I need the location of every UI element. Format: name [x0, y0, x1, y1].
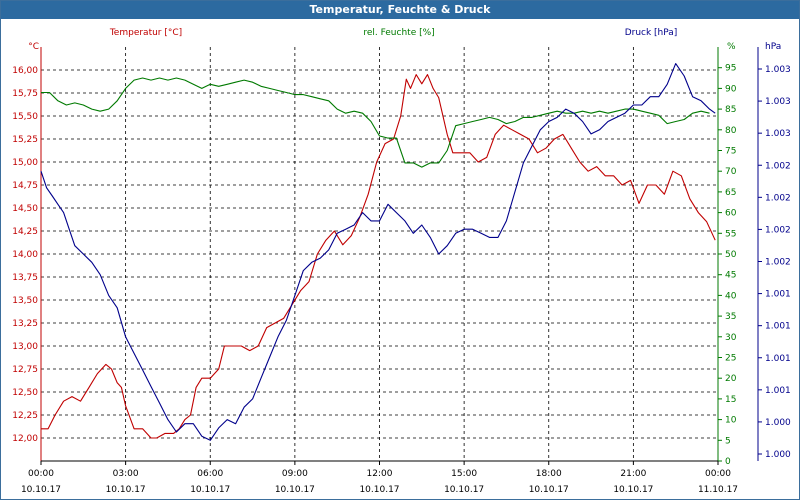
- x-tick-date: 10.10.17: [529, 485, 569, 495]
- pressure-tick-label: 1.003: [765, 65, 791, 75]
- x-tick-time: 06:00: [197, 469, 223, 479]
- humidity-tick-label: 35: [725, 312, 736, 322]
- humidity-tick-label: 55: [725, 229, 736, 239]
- humidity-unit: %: [727, 42, 736, 52]
- x-tick-time: 21:00: [620, 469, 646, 479]
- x-tick-time: 15:00: [451, 469, 477, 479]
- temperature-tick-label: 12,25: [12, 411, 38, 421]
- temperature-tick-label: 13,25: [12, 319, 38, 329]
- x-tick-date: 10.10.17: [444, 485, 484, 495]
- humidity-tick-label: 45: [725, 271, 736, 281]
- x-tick-time: 03:00: [113, 469, 139, 479]
- temperature-line: [41, 74, 716, 439]
- humidity-tick-label: 20: [725, 374, 737, 384]
- humidity-tick-label: 65: [725, 188, 736, 198]
- chart-title: Temperatur, Feuchte & Druck: [1, 1, 799, 19]
- temperature-tick-label: 14,00: [12, 250, 38, 260]
- humidity-tick-label: 30: [725, 333, 737, 343]
- x-tick-time: 12:00: [367, 469, 393, 479]
- pressure-tick-label: 1.002: [765, 161, 791, 171]
- pressure-tick-label: 1.001: [765, 386, 791, 396]
- pressure-tick-label: 1.003: [765, 97, 791, 107]
- pressure-tick-label: 1.001: [765, 290, 791, 300]
- temperature-unit: °C: [28, 42, 39, 52]
- humidity-legend: rel. Feuchte [%]: [363, 28, 434, 38]
- pressure-tick-label: 1.002: [765, 193, 791, 203]
- temperature-tick-label: 14,75: [12, 181, 38, 191]
- x-tick-date: 11.10.17: [698, 485, 738, 495]
- pressure-tick-label: 1.002: [765, 225, 791, 235]
- pressure-legend: Druck [hPa]: [625, 28, 678, 38]
- pressure-tick-label: 1.003: [765, 129, 791, 139]
- x-tick-time: 09:00: [282, 469, 308, 479]
- temperature-tick-label: 13,50: [12, 296, 38, 306]
- pressure-tick-label: 1.001: [765, 322, 791, 332]
- humidity-tick-label: 10: [725, 416, 737, 426]
- humidity-tick-label: 40: [725, 291, 737, 301]
- pressure-tick-label: 1.001: [765, 354, 791, 364]
- humidity-line: [41, 77, 710, 168]
- x-tick-date: 10.10.17: [21, 485, 61, 495]
- pressure-tick-label: 1.000: [765, 418, 791, 428]
- x-tick-time: 18:00: [536, 469, 562, 479]
- temperature-tick-label: 13,00: [12, 342, 38, 352]
- humidity-tick-label: 85: [725, 105, 736, 115]
- humidity-tick-label: 60: [725, 209, 737, 219]
- humidity-tick-label: 50: [725, 250, 737, 260]
- pressure-tick-label: 1.002: [765, 258, 791, 268]
- humidity-tick-label: 5: [725, 436, 731, 446]
- x-tick-time: 00:00: [705, 469, 731, 479]
- humidity-tick-label: 80: [725, 126, 737, 136]
- temperature-tick-label: 13,75: [12, 273, 38, 283]
- x-tick-date: 10.10.17: [275, 485, 315, 495]
- humidity-tick-label: 15: [725, 395, 736, 405]
- humidity-tick-label: 90: [725, 84, 737, 94]
- humidity-tick-label: 95: [725, 64, 736, 74]
- temperature-legend: Temperatur [°C]: [109, 28, 182, 38]
- pressure-tick-label: 1.000: [765, 450, 791, 460]
- temperature-tick-label: 15,00: [12, 158, 38, 168]
- temperature-tick-label: 12,75: [12, 365, 38, 375]
- chart-canvas: Temperatur [°C] rel. Feuchte [%] Druck […: [12, 28, 791, 495]
- pressure-unit: hPa: [765, 42, 781, 52]
- humidity-tick-label: 75: [725, 147, 736, 157]
- temperature-tick-label: 15,50: [12, 112, 38, 122]
- humidity-tick-label: 0: [725, 457, 731, 467]
- x-tick-date: 10.10.17: [613, 485, 653, 495]
- temperature-tick-label: 12,50: [12, 388, 38, 398]
- humidity-tick-label: 25: [725, 354, 736, 364]
- temperature-tick-label: 16,00: [12, 66, 38, 76]
- temperature-tick-label: 12,00: [12, 434, 38, 444]
- humidity-tick-label: 70: [725, 167, 737, 177]
- temperature-tick-label: 15,75: [12, 89, 38, 99]
- x-tick-date: 10.10.17: [359, 485, 399, 495]
- temperature-tick-label: 15,25: [12, 135, 38, 145]
- x-tick-date: 10.10.17: [190, 485, 230, 495]
- temperature-tick-label: 14,25: [12, 227, 38, 237]
- x-tick-date: 10.10.17: [106, 485, 146, 495]
- x-tick-time: 00:00: [28, 469, 54, 479]
- temperature-tick-label: 14,50: [12, 204, 38, 214]
- pressure-line: [40, 63, 716, 441]
